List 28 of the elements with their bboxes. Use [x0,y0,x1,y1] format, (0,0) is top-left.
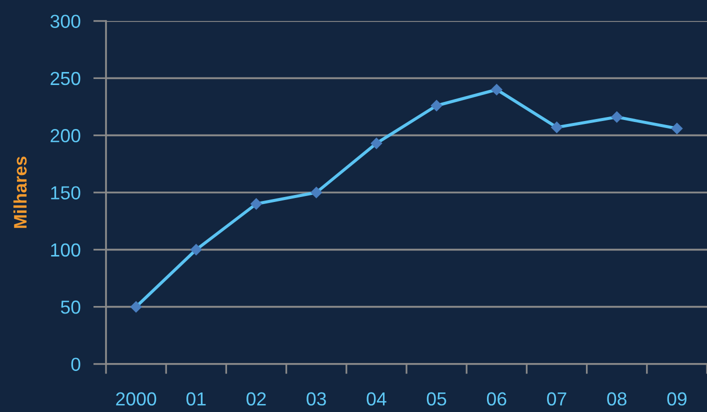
point [370,137,382,150]
point [250,198,262,210]
y-tick-label: 0 [71,358,80,371]
point [610,111,623,123]
x-tick-label: 06 [486,392,506,406]
x-tick-label: 02 [246,392,266,406]
x-tick-label: 01 [186,392,206,406]
point [671,122,683,134]
point [430,100,442,112]
point [490,84,503,96]
x-tick-label: 04 [366,392,386,406]
x-tick-label: 03 [306,392,326,406]
y-tick-label: 200 [50,129,80,142]
point [190,244,202,256]
y-axis-title: Milhares [13,156,27,228]
x-tick-label: 09 [667,392,686,406]
y-tick-label: 100 [51,243,80,257]
y-tick-label: 50 [60,300,80,314]
y-tick-label: 300 [50,14,80,28]
x-tick-label: 05 [426,392,446,406]
y-tick-label: 150 [51,186,80,200]
x-tick-label: 07 [547,392,566,406]
x-tick-label: 2000 [116,392,156,406]
x-tick-label: 08 [607,392,626,406]
point [130,300,142,313]
y-tick-label: 250 [50,72,80,86]
point [550,121,563,134]
point [310,186,322,198]
